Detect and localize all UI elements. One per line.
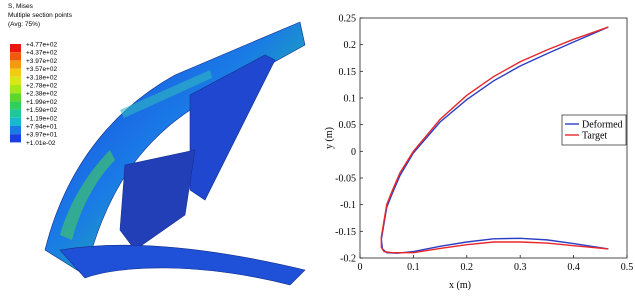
y-tick-label: -0.05	[335, 174, 356, 185]
legend-label: +3.57e+02	[26, 66, 57, 73]
legend-label: +2.78e+02	[26, 83, 57, 90]
x-tick-label: 0.2	[461, 262, 474, 273]
color-band	[10, 101, 21, 110]
x-tick-label: 0	[358, 262, 363, 273]
legend-label: +1.59e+02	[26, 107, 57, 114]
y-tick-label: 0.2	[344, 40, 357, 51]
color-band	[10, 134, 21, 143]
legend-label: +4.37e+02	[26, 50, 57, 57]
legend-label: +1.19e+02	[26, 115, 57, 122]
color-band	[10, 85, 21, 94]
color-band	[10, 93, 21, 102]
series-line	[380, 26, 609, 254]
legend-label: +4.77e+02	[26, 42, 57, 49]
color-band	[10, 76, 21, 85]
y-tick-label: 0.25	[339, 14, 357, 25]
legend-title: S, Mises	[8, 3, 34, 10]
contour-legend: S, Mises Multiple section points (Avg: 7…	[8, 3, 73, 147]
color-band	[10, 109, 21, 118]
legend-subtitle: Multiple section points	[8, 12, 73, 19]
y-tick-label: -0.2	[340, 254, 356, 265]
y-tick-label: 0.05	[339, 120, 357, 131]
y-tick-label: 0.1	[344, 94, 357, 105]
legend-label: +7.94e+01	[26, 124, 57, 131]
x-tick-label: 0.4	[567, 262, 580, 273]
legend-label: +1.99e+02	[26, 99, 57, 106]
legend-label: +3.97e+02	[26, 58, 57, 65]
legend-label: Deformed	[582, 120, 623, 131]
y-tick-label: -0.1	[340, 200, 356, 211]
x-tick-label: 0.3	[514, 262, 527, 273]
color-band	[10, 60, 21, 69]
y-axis-label: y (m)	[324, 127, 335, 149]
legend-label: +2.38e+02	[26, 91, 57, 98]
fea-render	[44, 21, 306, 286]
y-tick-label: 0.15	[339, 67, 357, 78]
color-band	[10, 126, 21, 135]
color-band	[10, 117, 21, 126]
legend-label: +3.18e+02	[26, 74, 57, 81]
chart: x (m) y (m) 0 0.1 0.2 0.3 0.4 0.5 -0.2 -0.15 -0.…	[324, 14, 633, 292]
x-tick-label: 0.1	[407, 262, 420, 273]
y-tick-label: -0.15	[335, 227, 356, 238]
y-tick-label: 0	[351, 147, 356, 158]
color-band	[10, 44, 21, 53]
legend-label: Target	[582, 131, 607, 142]
legend-label: +1.01e-02	[26, 140, 56, 147]
x-axis-label: x (m)	[449, 280, 471, 291]
plot-frame	[359, 17, 628, 259]
color-band	[10, 52, 21, 61]
legend-note: (Avg: 75%)	[8, 21, 40, 28]
legend-box	[561, 114, 627, 146]
x-tick-label: 0.5	[621, 262, 634, 273]
color-band	[10, 68, 21, 77]
legend-label: +3.97e+01	[26, 132, 57, 139]
